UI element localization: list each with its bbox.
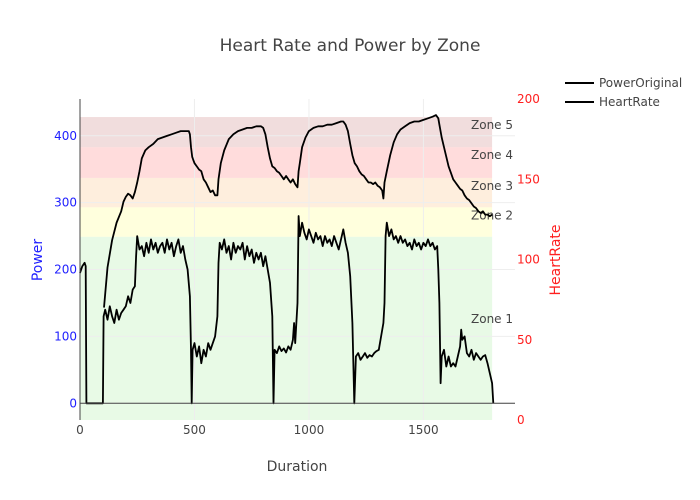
series-line-heartrate xyxy=(103,114,493,308)
y-left-tick-label: 400 xyxy=(54,129,77,143)
y-right-axis-ticks: 0 50 100 150 200 xyxy=(517,92,540,427)
y-left-tick-label: 200 xyxy=(54,263,77,277)
y-left-axis-title: Power xyxy=(30,239,46,282)
legend-label-poweroriginal: PowerOriginal xyxy=(599,76,682,90)
legend-label-heartrate: HeartRate xyxy=(599,95,660,109)
x-tick-label: 1000 xyxy=(294,423,325,437)
x-axis-ticks: 0 500 1000 1500 xyxy=(76,423,439,437)
y-right-tick-label: 0 xyxy=(517,413,525,427)
y-left-tick-label: 300 xyxy=(54,196,77,210)
x-tick-label: 500 xyxy=(183,423,206,437)
series-group xyxy=(79,114,495,405)
zone-band-5 xyxy=(80,117,493,148)
chart-title: Heart Rate and Power by Zone xyxy=(220,36,481,56)
x-axis-title: Duration xyxy=(267,459,328,475)
y-right-tick-label: 150 xyxy=(517,172,540,186)
y-left-tick-label: 0 xyxy=(69,396,77,410)
y-left-axis-ticks: 0 100 200 300 400 xyxy=(54,129,77,411)
legend[interactable]: PowerOriginal HeartRate xyxy=(565,76,682,109)
y-right-tick-label: 100 xyxy=(517,253,540,267)
x-tick-label: 1500 xyxy=(408,423,439,437)
y-right-tick-label: 50 xyxy=(517,333,532,347)
zone-label-4: Zone 4 xyxy=(471,148,513,162)
zone-band-1 xyxy=(80,236,493,420)
x-tick-label: 0 xyxy=(76,423,84,437)
axes xyxy=(79,99,515,420)
y-right-axis-title: HeartRate xyxy=(548,224,564,295)
y-left-tick-label: 100 xyxy=(54,329,77,343)
y-right-tick-label: 200 xyxy=(517,92,540,106)
series-line-poweroriginal xyxy=(79,215,495,405)
zone-label-3: Zone 3 xyxy=(471,179,513,193)
zone-label-1: Zone 1 xyxy=(471,312,513,326)
zone-label-5: Zone 5 xyxy=(471,118,513,132)
zone-band-2 xyxy=(80,207,493,237)
